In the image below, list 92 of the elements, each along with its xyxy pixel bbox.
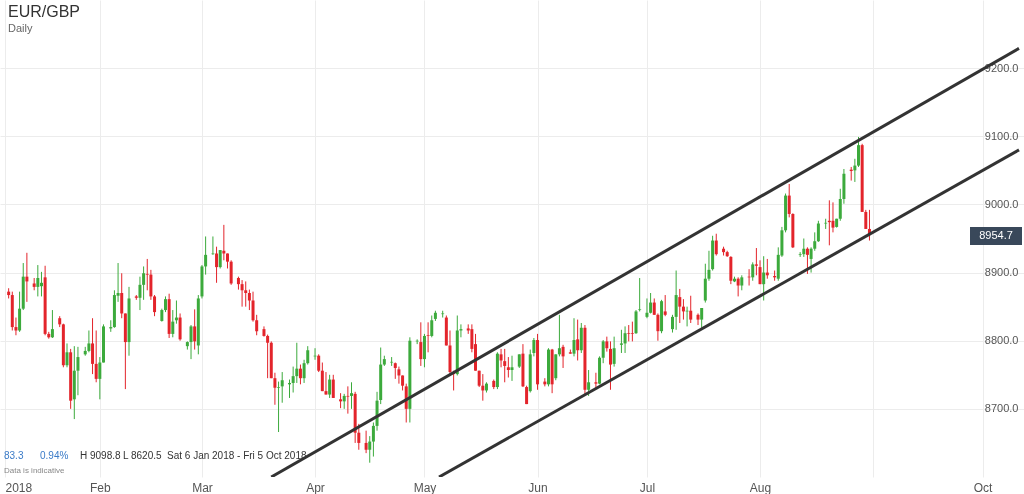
y-tick-label: 8700.0 <box>984 402 1019 415</box>
candlestick <box>627 324 631 342</box>
x-tick-label: Aug <box>749 480 772 494</box>
candlestick <box>594 372 598 389</box>
candlestick <box>623 325 627 354</box>
candlestick <box>714 233 718 257</box>
candlestick <box>244 280 248 308</box>
candlestick <box>65 342 69 368</box>
candlestick <box>422 333 426 368</box>
candlestick <box>18 291 22 333</box>
x-tick-label: 2018 <box>5 480 33 494</box>
annotation: 0.94% <box>40 450 69 461</box>
candlestick <box>689 295 693 324</box>
candlestick <box>638 277 642 312</box>
candlestick <box>557 314 561 357</box>
annotation: Data is indicative <box>4 466 66 475</box>
x-tick-label: Oct <box>973 480 994 494</box>
candlestick <box>426 321 430 353</box>
candlestick <box>189 324 193 360</box>
candlestick <box>678 288 682 324</box>
candlestick <box>816 220 820 243</box>
candlestick <box>120 272 124 319</box>
x-tick-label: Jul <box>639 480 656 494</box>
candlestick <box>696 312 700 326</box>
y-tick-label: 9100.0 <box>984 129 1019 142</box>
candlestick <box>331 374 335 399</box>
annotation: L 8620.5 <box>123 450 162 461</box>
candlestick <box>645 297 649 319</box>
candlestick <box>579 322 583 354</box>
candlestick <box>324 371 328 396</box>
y-tick-label: 9200.0 <box>984 61 1019 74</box>
candlestick <box>368 435 372 464</box>
candlestick <box>211 235 215 256</box>
candlestick <box>87 329 91 353</box>
candlestick <box>320 362 324 392</box>
candlestick <box>587 369 591 397</box>
text: Daily <box>8 22 33 34</box>
candlestick <box>510 355 514 382</box>
candlestick <box>39 271 43 297</box>
candlestick <box>240 279 244 308</box>
candlestick <box>350 381 354 410</box>
candlestick <box>612 336 616 368</box>
candlestick <box>572 317 576 357</box>
candlestick <box>36 264 40 297</box>
candlestick <box>762 255 766 302</box>
candlestick <box>138 276 142 311</box>
y-tick-label: 8800.0 <box>984 334 1019 347</box>
annotation: 8954.7 <box>979 229 1013 241</box>
annotation: 83.3 <box>4 450 24 461</box>
candlestick <box>554 353 558 381</box>
candlestick <box>193 308 197 351</box>
candlestick <box>98 356 102 400</box>
candlestick <box>178 312 182 342</box>
annotation: H 9098.8 <box>80 450 122 461</box>
candlestick <box>298 364 302 385</box>
y-tick-label: 9000.0 <box>984 197 1019 210</box>
candlestick <box>754 247 758 276</box>
candlestick <box>397 366 401 385</box>
chart-title: EUR/GBP <box>8 3 81 20</box>
x-tick-label: Feb <box>89 480 111 494</box>
x-tick-label: Apr <box>306 480 325 494</box>
candlestick <box>700 307 704 329</box>
candlestick <box>171 309 175 338</box>
candlestick <box>663 294 667 317</box>
y-tick-label: 8900.0 <box>984 266 1019 279</box>
candlestick <box>328 374 332 399</box>
candlestick <box>506 356 510 379</box>
candlestick <box>674 270 678 331</box>
candlestick <box>608 340 612 391</box>
candlestick <box>601 339 605 364</box>
candlestick <box>346 385 350 415</box>
candlestick <box>277 381 281 433</box>
candlestick <box>802 238 806 258</box>
candlestick <box>218 249 222 269</box>
candlestick <box>91 317 95 375</box>
candlestick <box>634 309 638 335</box>
candlestick <box>280 371 284 404</box>
candlestick <box>576 319 580 361</box>
x-tick-label: May <box>413 480 437 494</box>
candlestick <box>503 348 507 383</box>
candlestick <box>364 430 368 454</box>
candlestick <box>805 246 809 275</box>
x-tick-label: Jun <box>528 480 548 494</box>
candlestick <box>751 261 755 282</box>
candlestick <box>561 344 565 369</box>
candlestick <box>430 315 434 338</box>
candlestick <box>619 329 623 354</box>
candlestick <box>630 321 634 342</box>
candlestick <box>824 218 828 230</box>
x-tick-label: Mar <box>192 480 213 494</box>
candlestick <box>94 329 98 383</box>
candlestick <box>419 321 423 367</box>
